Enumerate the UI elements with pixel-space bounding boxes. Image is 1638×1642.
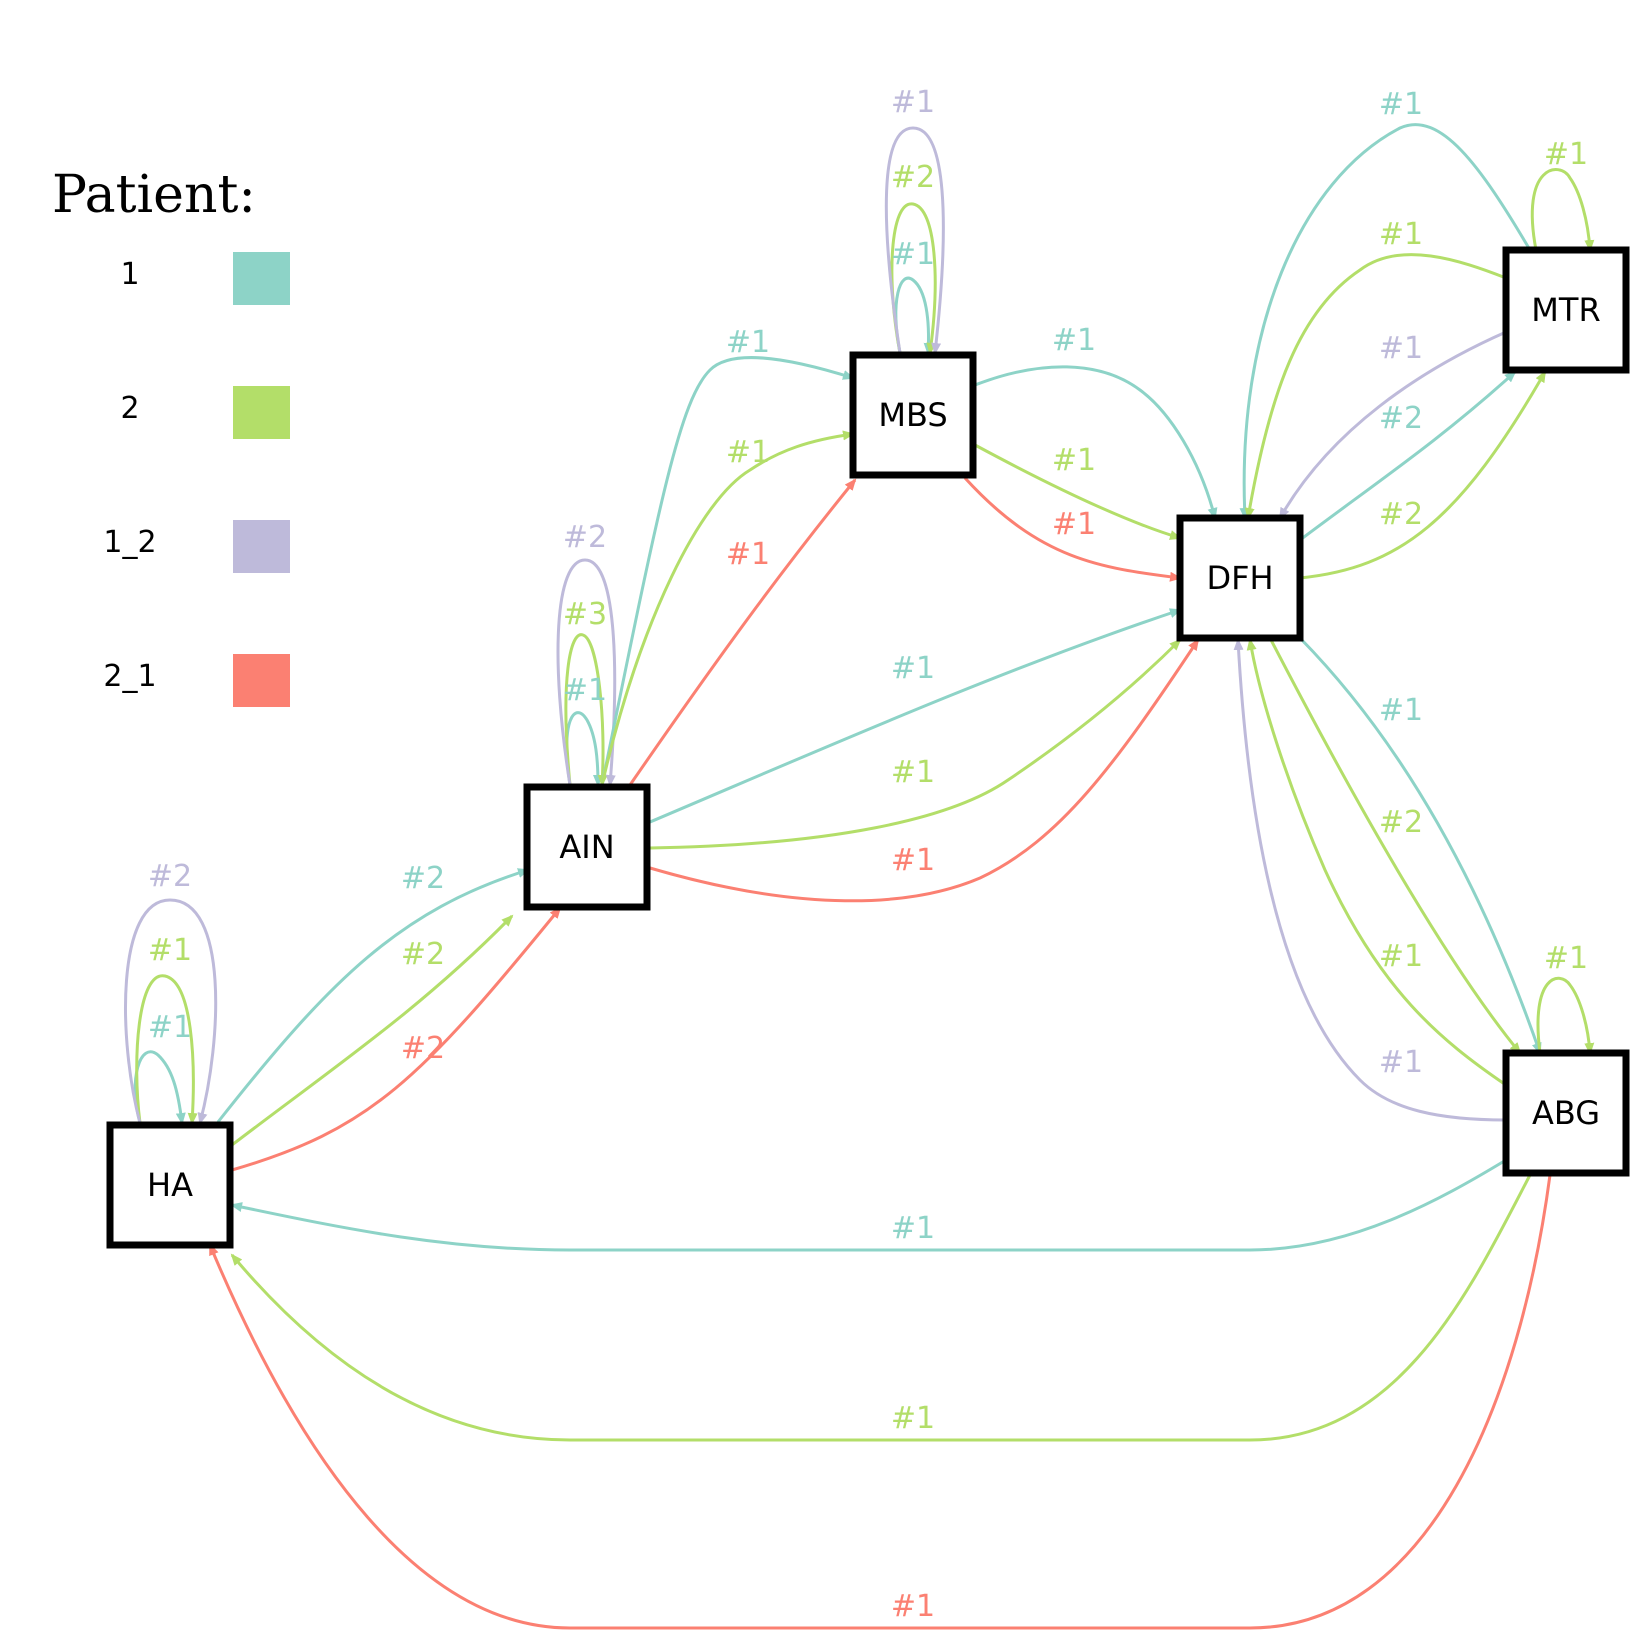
edge-ha-to-ain-patient-1 xyxy=(216,868,530,1123)
edge-ha-to-ain-patient-2-1 xyxy=(231,906,562,1172)
edge-ha-to-ain-patient-2 xyxy=(231,914,514,1147)
edge-label: #1 xyxy=(726,325,770,360)
edge-ain-to-ain-patient-1-2 xyxy=(556,558,617,787)
edge-mbs-to-dfh-patient-2 xyxy=(974,443,1182,540)
legend-item-label: 1_2 xyxy=(103,525,156,560)
edge-label: #1 xyxy=(1379,939,1423,974)
node-label: DFH xyxy=(1206,559,1273,597)
edge-label: #1 xyxy=(891,843,935,878)
edge-mbs-to-mbs-patient-1 xyxy=(894,276,934,355)
edge-label: #2 xyxy=(891,160,935,195)
edge-label: #1 xyxy=(148,1010,192,1045)
legend-swatch xyxy=(233,520,290,573)
legend-swatch xyxy=(233,654,290,707)
edge-ha-to-ha-patient-2 xyxy=(135,974,198,1125)
edge-label: #2 xyxy=(401,1031,445,1066)
edge-label: #2 xyxy=(563,520,607,555)
edge-label: #1 xyxy=(891,1401,935,1436)
node-abg[interactable]: ABG xyxy=(1502,1049,1630,1177)
edge-label: #1 xyxy=(1379,331,1423,366)
node-label: MTR xyxy=(1531,291,1600,329)
node-ha[interactable]: HA xyxy=(106,1121,234,1249)
edge-abg-to-dfh-patient-2 xyxy=(1246,638,1507,1087)
edge-abg-to-ha-patient-1 xyxy=(230,1158,1507,1252)
node-label: AIN xyxy=(559,828,614,866)
edge-label: #2 xyxy=(1379,805,1423,840)
edge-label: #1 xyxy=(1052,443,1096,478)
legend-item: 2_1 xyxy=(103,654,290,707)
edge-abg-to-ha-patient-2-1 xyxy=(208,1174,1552,1630)
edge-label: #1 xyxy=(1379,87,1423,122)
edge-dfh-to-mtr-patient-2 xyxy=(1299,370,1547,580)
edge-label: #2 xyxy=(148,859,192,894)
legend-item-label: 1 xyxy=(120,257,139,292)
edge-label: #1 xyxy=(726,435,770,470)
edge-label: #2 xyxy=(1379,497,1423,532)
edge-label: #1 xyxy=(1379,1045,1423,1080)
node-ain[interactable]: AIN xyxy=(523,783,651,911)
edge-label: #2 xyxy=(401,937,445,972)
edge-mbs-to-dfh-patient-2-1 xyxy=(963,476,1182,582)
legend-item: 1 xyxy=(120,252,290,305)
edge-labels: #1 #1 #2 #2 #2 #2 #1 #3 #2 #1 #1 #1 #1 #1 #1 #1 #2 #1 #1 #1… xyxy=(148,85,1588,1624)
edge-ain-to-dfh-patient-2-1 xyxy=(649,638,1200,903)
edge-label: #1 xyxy=(726,537,770,572)
edge-ha-to-ha-patient-1 xyxy=(133,1050,186,1125)
legend-swatch xyxy=(233,386,290,439)
edge-mtr-to-dfh-patient-2 xyxy=(1244,253,1507,520)
edge-ha-to-ha-patient-1-2 xyxy=(124,898,218,1125)
edge-label: #1 xyxy=(891,1589,935,1624)
edge-label: #1 xyxy=(1544,137,1588,172)
edge-ain-to-ain-patient-1 xyxy=(565,711,603,787)
node-label: ABG xyxy=(1532,1094,1600,1132)
edge-dfh-to-abg-patient-1 xyxy=(1298,636,1542,1055)
edge-ain-to-mbs-patient-2 xyxy=(600,430,855,786)
edge-mtr-to-dfh-patient-1 xyxy=(1239,123,1532,520)
edge-ain-to-ain-patient-2 xyxy=(564,633,608,787)
edge-label: #2 xyxy=(401,861,445,896)
edge-label: #1 xyxy=(891,755,935,790)
edge-label: #1 xyxy=(563,673,607,708)
edge-label: #1 xyxy=(1052,323,1096,358)
node-dfh[interactable]: DFH xyxy=(1176,514,1304,642)
edge-label: #2 xyxy=(1379,401,1423,436)
node-mtr[interactable]: MTR xyxy=(1502,246,1630,374)
edge-ain-to-dfh-patient-1 xyxy=(649,608,1182,824)
edge-label: #1 xyxy=(891,237,935,272)
edge-mbs-to-mbs-patient-1-2 xyxy=(884,126,945,355)
node-label: MBS xyxy=(878,396,947,434)
nodes: HA AIN MBS DFH MTR ABG xyxy=(106,246,1630,1249)
legend-item: 2 xyxy=(120,386,290,439)
legend-item-label: 2 xyxy=(120,391,139,426)
legend-item-label: 2_1 xyxy=(103,659,156,694)
legend-swatch xyxy=(233,252,290,305)
edge-label: #1 xyxy=(891,651,935,686)
edge-ain-to-mbs-patient-1 xyxy=(600,356,855,786)
edge-mtr-to-mtr-patient-2 xyxy=(1530,168,1595,252)
edge-label: #3 xyxy=(563,597,607,632)
legend-item: 1_2 xyxy=(103,520,290,573)
edge-label: #1 xyxy=(1379,217,1423,252)
legend-title: Patient: xyxy=(52,165,256,225)
edge-label: #1 xyxy=(1544,941,1588,976)
edge-label: #1 xyxy=(148,933,192,968)
edge-abg-to-ha-patient-2 xyxy=(230,1174,1532,1442)
edge-dfh-to-abg-patient-2 xyxy=(1268,637,1522,1055)
edge-label: #1 xyxy=(891,85,935,120)
edge-label: #1 xyxy=(1379,693,1423,728)
edge-abg-to-dfh-patient-1-2 xyxy=(1233,638,1507,1122)
edge-abg-to-abg-patient-2 xyxy=(1536,976,1595,1055)
node-mbs[interactable]: MBS xyxy=(849,351,977,479)
node-label: HA xyxy=(147,1166,193,1204)
legend: Patient: 1 2 1_2 2_1 xyxy=(52,165,290,707)
edge-label: #1 xyxy=(891,1211,935,1246)
edges xyxy=(124,123,1595,1630)
edge-ain-to-dfh-patient-2 xyxy=(649,638,1182,850)
edge-dfh-to-mtr-patient-1 xyxy=(1299,370,1517,542)
edge-mtr-to-dfh-patient-1-2 xyxy=(1278,330,1507,520)
edge-label: #1 xyxy=(1052,507,1096,542)
edge-ain-to-mbs-patient-2-1 xyxy=(628,478,857,786)
edge-mbs-to-dfh-patient-1 xyxy=(974,365,1218,520)
